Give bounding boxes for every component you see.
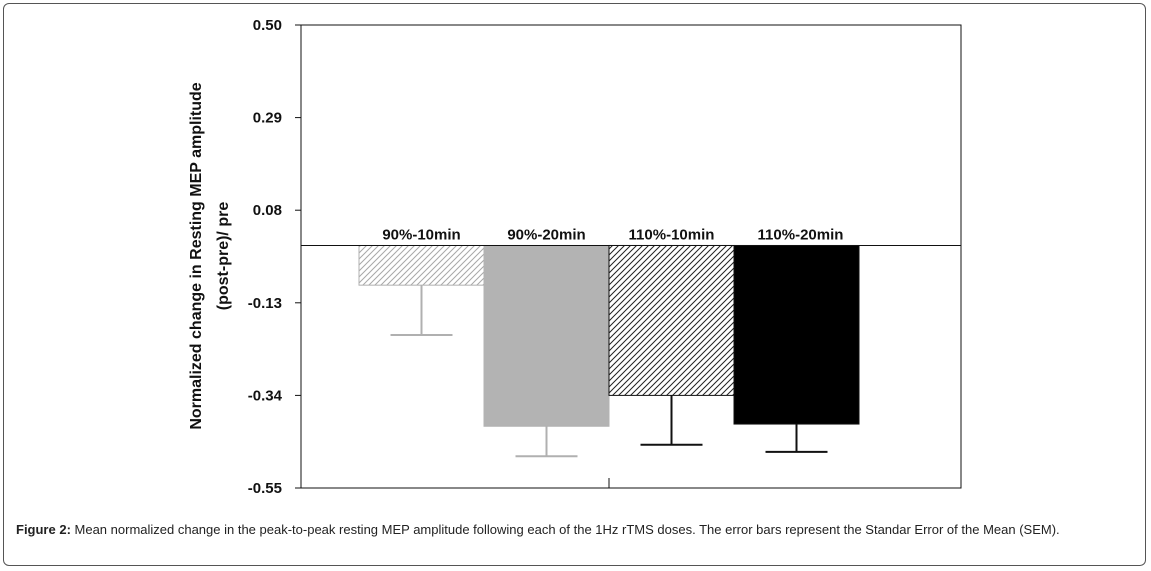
y-axis-label-line2: (post-pre)/ pre bbox=[215, 202, 232, 311]
plot-area-border bbox=[300, 24, 962, 489]
y-axis-label-line1: Normalized change in Resting MEP amplitu… bbox=[188, 82, 205, 429]
y-tick-label: -0.34 bbox=[248, 387, 283, 404]
y-tick-label: -0.13 bbox=[248, 295, 282, 312]
bar-labels-group: 90%-10min 90%-20min 110%-10min 110%-20min bbox=[382, 226, 843, 243]
y-tick-label: 0.29 bbox=[253, 110, 282, 127]
figure-caption: Figure 2: Mean normalized change in the … bbox=[16, 521, 1138, 539]
figure-frame bbox=[3, 3, 1146, 566]
y-tick-label: 0.08 bbox=[253, 202, 282, 219]
bar-label: 110%-10min bbox=[629, 226, 715, 243]
bar-label: 90%-20min bbox=[507, 226, 585, 243]
bar-110pct-10min bbox=[608, 244, 735, 396]
y-tick-label: -0.55 bbox=[248, 480, 282, 497]
bar-label: 110%-20min bbox=[758, 226, 844, 243]
bar-label: 90%-10min bbox=[382, 226, 460, 243]
bar-90pct-20min bbox=[483, 244, 610, 427]
error-bars-group bbox=[390, 285, 828, 458]
bar-110pct-20min bbox=[733, 244, 860, 425]
y-axis-ticks: 0.50 0.29 0.08 -0.13 -0.34 -0.55 bbox=[248, 17, 301, 497]
bars-group bbox=[358, 244, 860, 427]
y-tick-label: 0.50 bbox=[253, 17, 282, 34]
caption-label: Figure 2: bbox=[16, 522, 71, 537]
bar-90pct-10min bbox=[358, 244, 485, 286]
caption-text: Mean normalized change in the peak-to-pe… bbox=[70, 522, 1060, 537]
